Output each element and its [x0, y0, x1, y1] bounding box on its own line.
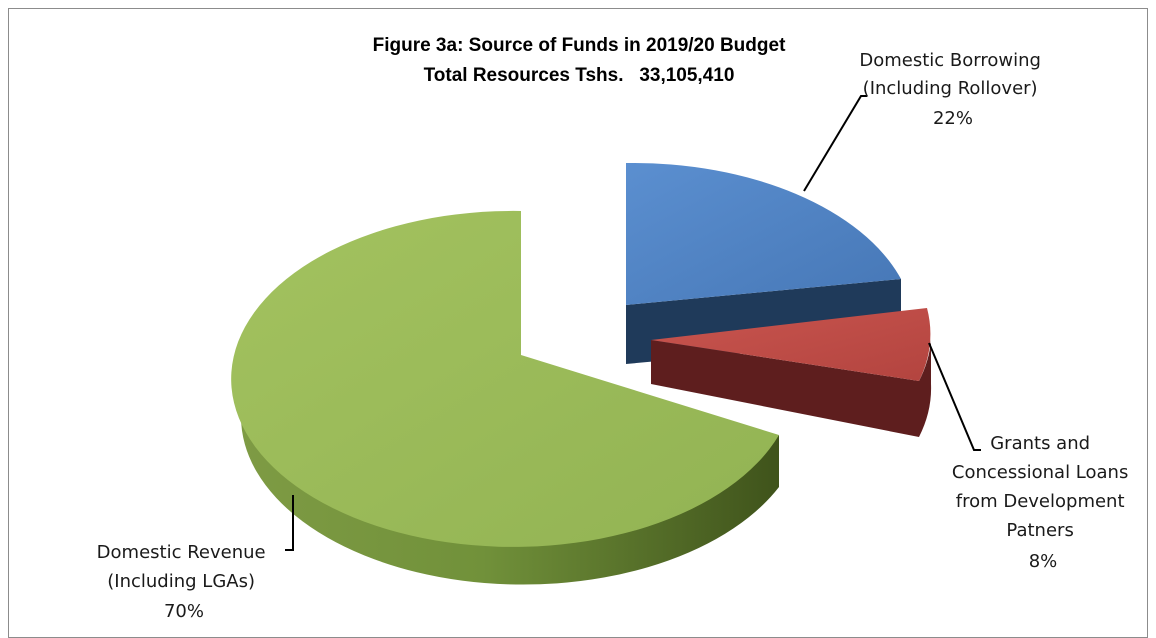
- slice-label-domestic-borrowing: Domestic Borrowing (Including Rollover) …: [859, 50, 1046, 129]
- slice-label-grants-loans-line-4: Patners: [1006, 520, 1073, 541]
- slice-label-domestic-borrowing-line-2: (Including Rollover): [863, 78, 1038, 99]
- slice-label-grants-loans-line-3: from Development: [956, 491, 1125, 512]
- pie-slice-domestic-revenue: [231, 210, 779, 585]
- pie-slice-domestic-borrowing-top: [626, 162, 901, 305]
- pie-slice-domestic-revenue-top: [231, 210, 779, 547]
- slice-percent-grants-loans: 8%: [1029, 551, 1058, 572]
- leader-line-domestic-borrowing: [803, 95, 867, 192]
- pie-slice-grants-loans: [651, 308, 932, 437]
- chart-subtitle: Total Resources Tshs. 33,105,410: [424, 65, 735, 86]
- slice-label-domestic-revenue-line-1: Domestic Revenue: [97, 542, 266, 563]
- pie-slices: [231, 162, 932, 585]
- leader-line-domestic-revenue: [285, 495, 294, 551]
- slice-label-domestic-revenue-line-2: (Including LGAs): [107, 571, 255, 592]
- pie-slice-grants-loans-side: [651, 340, 932, 437]
- pie-slice-domestic-revenue-side: [240, 364, 779, 585]
- slice-label-grants-loans-line-1: Grants and: [990, 433, 1090, 454]
- slice-label-grants-loans: Grants and Concessional Loans from Devel…: [952, 433, 1134, 572]
- chart-title: Figure 3a: Source of Funds in 2019/20 Bu…: [373, 35, 786, 56]
- slice-percent-domestic-revenue: 70%: [164, 601, 204, 622]
- pie-slice-grants-loans-top: [651, 308, 931, 381]
- leader-line-grants-loans: [928, 342, 981, 451]
- slice-label-grants-loans-line-2: Concessional Loans: [952, 462, 1128, 483]
- chart-area: Figure 3a: Source of Funds in 2019/20 Bu…: [8, 8, 1148, 638]
- slice-percent-domestic-borrowing: 22%: [933, 108, 973, 129]
- slice-label-domestic-borrowing-line-1: Domestic Borrowing: [859, 50, 1041, 71]
- pie-chart: Figure 3a: Source of Funds in 2019/20 Bu…: [97, 35, 1134, 622]
- slice-label-domestic-revenue: Domestic Revenue (Including LGAs) 70%: [97, 542, 272, 622]
